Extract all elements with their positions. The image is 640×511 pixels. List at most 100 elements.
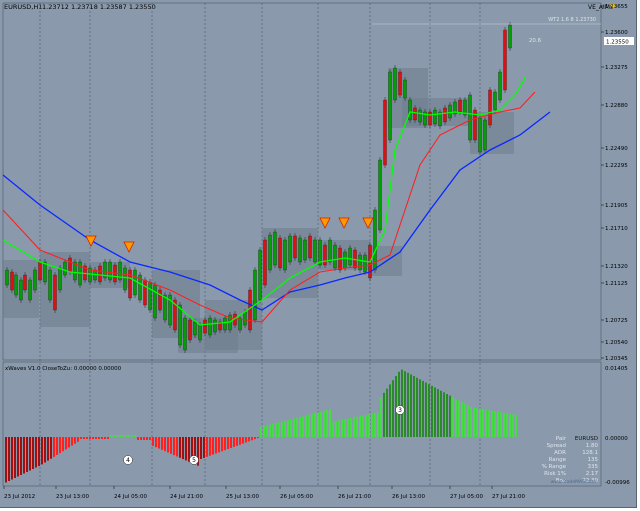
candle-body [268,234,272,271]
histogram-bar [401,369,403,437]
price-badge-text: 1.23550 [606,40,629,46]
histogram-bar [446,393,448,437]
histogram-bar [302,416,304,437]
price-tick-label: 1.23655 [605,4,628,10]
histogram-bar [182,437,184,460]
histogram-bar [221,437,223,452]
histogram-bar [389,384,391,437]
stats-value: 72.30 [582,478,598,484]
histogram-bar [68,437,70,448]
candle-body [5,269,9,286]
candle-body [128,269,132,299]
histogram-bar [362,415,364,437]
histogram-bar [368,414,370,437]
histogram-bar [197,437,199,466]
candle-body [108,261,112,281]
candle-body [148,281,152,311]
candle-body [328,239,332,263]
histogram-bar [419,379,421,437]
wave-label-4: 4 [123,455,133,465]
histogram-bar [176,437,178,457]
histogram-bar [377,412,379,437]
histogram-bar [290,419,292,437]
candle-body [10,271,14,291]
histogram-bar [467,405,469,437]
candle-body [348,247,352,266]
histogram-bar [47,437,49,461]
candle-body [43,261,47,283]
candle-body [188,319,192,341]
candle-body [418,109,422,123]
histogram-bar [8,437,10,481]
histogram-bar [38,437,40,466]
stats-value: 335 [588,464,599,470]
histogram-bar [509,413,511,437]
price-tick-label: 1.20540 [605,340,628,346]
histogram-bar [44,437,46,463]
candle-body [183,317,187,351]
candle-body [73,261,77,281]
candle-body [278,237,282,269]
candle-body [193,321,197,336]
histogram-bar [371,413,373,437]
histogram-bar [356,416,358,437]
pivot-label: WT2 1.6 8 1.23730 [548,17,596,23]
candle-body [503,29,507,91]
histogram-bar [452,397,454,437]
histogram-bar [158,437,160,449]
price-tick-label: 1.22880 [605,103,628,109]
candle-body [443,107,447,123]
candle-body [463,99,467,116]
histogram-bar [212,437,214,455]
histogram-bar [23,437,25,474]
stats-label: % Range [542,464,567,470]
histogram-bar [464,403,466,437]
histogram-bar [431,385,433,437]
histogram-bar [116,435,118,437]
histogram-bar [11,437,13,480]
candle-body [14,274,18,296]
price-tick-label: 1.21125 [605,281,628,287]
histogram-bar [164,437,166,452]
histogram-bar [131,435,133,437]
candle-body [358,254,362,271]
histogram-bar [92,437,94,439]
time-tick-label: 23 Jul 2012 [4,494,35,500]
histogram-bar [512,414,514,437]
histogram-bar [191,437,193,464]
chart-symbol-label: EURUSD,H1 [4,3,42,11]
histogram-bar [104,437,106,439]
histogram-bar [296,417,298,437]
histogram-bar [494,411,496,437]
candle-body [408,99,412,121]
histogram-bar [341,419,343,437]
histogram-bar [86,437,88,439]
histogram-bar [428,384,430,437]
wave-histogram [5,369,517,483]
histogram-bar [170,437,172,454]
histogram-bar [278,422,280,437]
histogram-bar [332,421,334,437]
candle-body [448,104,452,119]
candle-body [208,317,212,336]
candle-body [378,159,382,231]
candle-body [19,279,23,301]
histogram-bar [5,437,7,483]
histogram-bar [350,418,352,437]
histogram-bar [161,437,163,450]
histogram-bar [80,437,82,439]
candle-body [398,71,402,96]
svg-text:4: 4 [126,457,130,464]
candle-body [393,67,397,101]
candle-body [453,101,457,115]
histogram-bar [353,417,355,437]
candle-body [98,265,102,283]
histogram-bar [506,413,508,437]
histogram-bar [317,412,319,437]
candle-body [223,317,227,331]
histogram-bar [179,437,181,458]
price-tick-label: 1.23275 [605,65,628,71]
candle-body [438,111,442,127]
histogram-bar [497,411,499,437]
